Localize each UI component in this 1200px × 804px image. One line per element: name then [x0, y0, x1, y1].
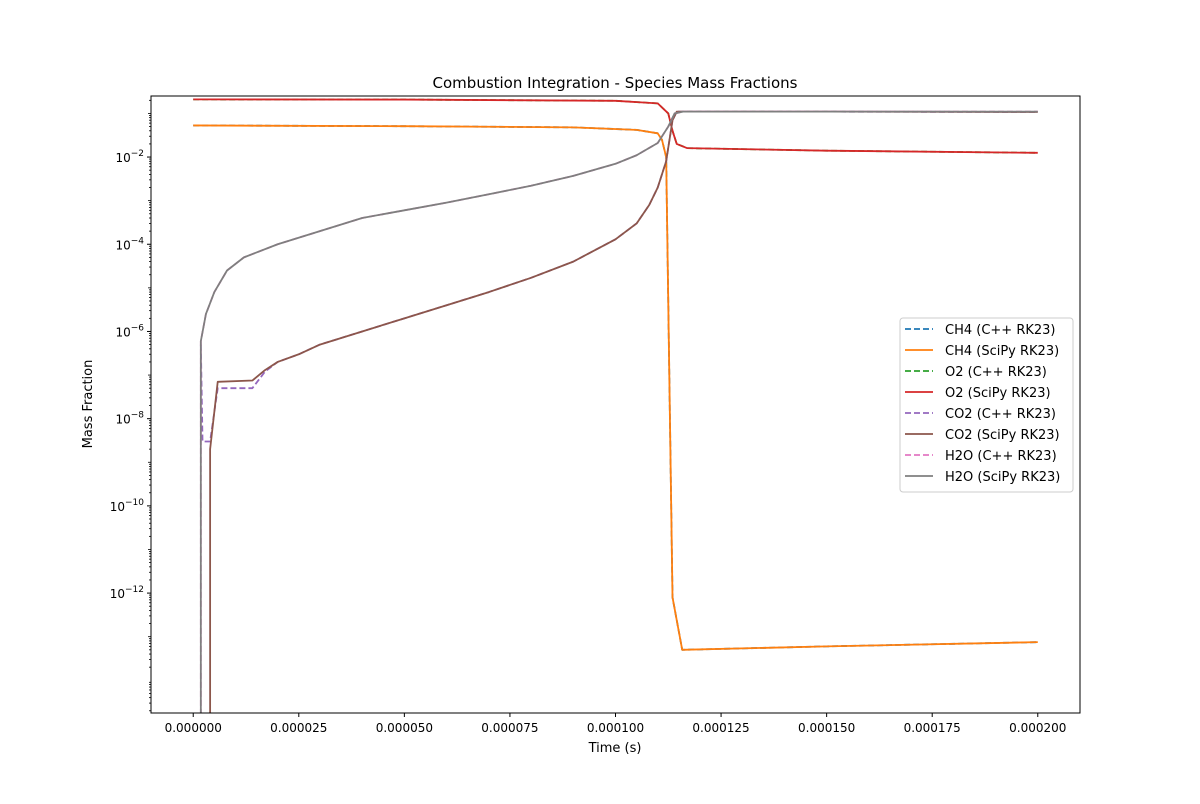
y-tick-label: 10−12 [110, 585, 144, 601]
x-axis-label: Time (s) [588, 741, 642, 756]
legend-label: CO2 (C++ RK23) [945, 407, 1056, 422]
legend-label: CH4 (SciPy RK23) [945, 344, 1059, 359]
x-tick-label: 0.000050 [376, 721, 433, 735]
y-tick-exponent: −8 [131, 411, 145, 421]
y-tick-exponent: −4 [131, 236, 145, 246]
legend-label: O2 (C++ RK23) [945, 365, 1047, 380]
legend-label: H2O (C++ RK23) [945, 449, 1057, 464]
x-tick-label: 0.000150 [798, 721, 855, 735]
y-tick-exponent: −10 [125, 498, 144, 508]
y-tick-exponent: −2 [131, 149, 144, 159]
y-tick-base: 10 [115, 413, 130, 427]
y-tick-base: 10 [115, 238, 130, 252]
x-tick-label: 0.000100 [587, 721, 644, 735]
legend-label: CH4 (C++ RK23) [945, 323, 1056, 338]
y-tick-base: 10 [110, 500, 125, 514]
y-axis-label: Mass Fraction [81, 360, 96, 449]
legend-box [899, 317, 1074, 493]
series-line [199, 110, 1038, 713]
series-line [209, 110, 1038, 713]
x-tick-label: 0.000125 [692, 721, 749, 735]
legend-label: O2 (SciPy RK23) [945, 386, 1051, 401]
y-tick-label: 10−6 [115, 323, 144, 339]
y-tick-label: 10−4 [115, 236, 144, 252]
x-tick-label: 0.000075 [481, 721, 538, 735]
legend: CH4 (C++ RK23) CH4 (SciPy RK23) O2 (C++ RK… [899, 317, 1074, 493]
y-tick-label: 10−2 [115, 149, 144, 165]
x-tick-label: 0.000175 [904, 721, 961, 735]
y-tick-base: 10 [115, 151, 130, 165]
chart-title: Combustion Integration - Species Mass Fr… [433, 74, 798, 92]
axes-layer: 0.000000 0.000025 0.000050 0.000075 0.000100… [110, 95, 1081, 735]
y-tick-base: 10 [115, 325, 130, 339]
x-tick-label: 0.000200 [1009, 721, 1066, 735]
x-tick-label: 0.000025 [270, 721, 327, 735]
y-tick-base: 10 [110, 587, 125, 601]
y-tick-exponent: −6 [131, 323, 145, 333]
legend-label: CO2 (SciPy RK23) [945, 428, 1060, 443]
series-layer [193, 98, 1038, 713]
y-tick-label: 10−8 [115, 411, 144, 427]
legend-label: H2O (SciPy RK23) [945, 470, 1060, 485]
x-tick-label: 0.000000 [165, 721, 222, 735]
y-tick-label: 10−10 [110, 498, 145, 514]
y-tick-exponent: −12 [125, 585, 144, 595]
series-line [193, 124, 1038, 651]
